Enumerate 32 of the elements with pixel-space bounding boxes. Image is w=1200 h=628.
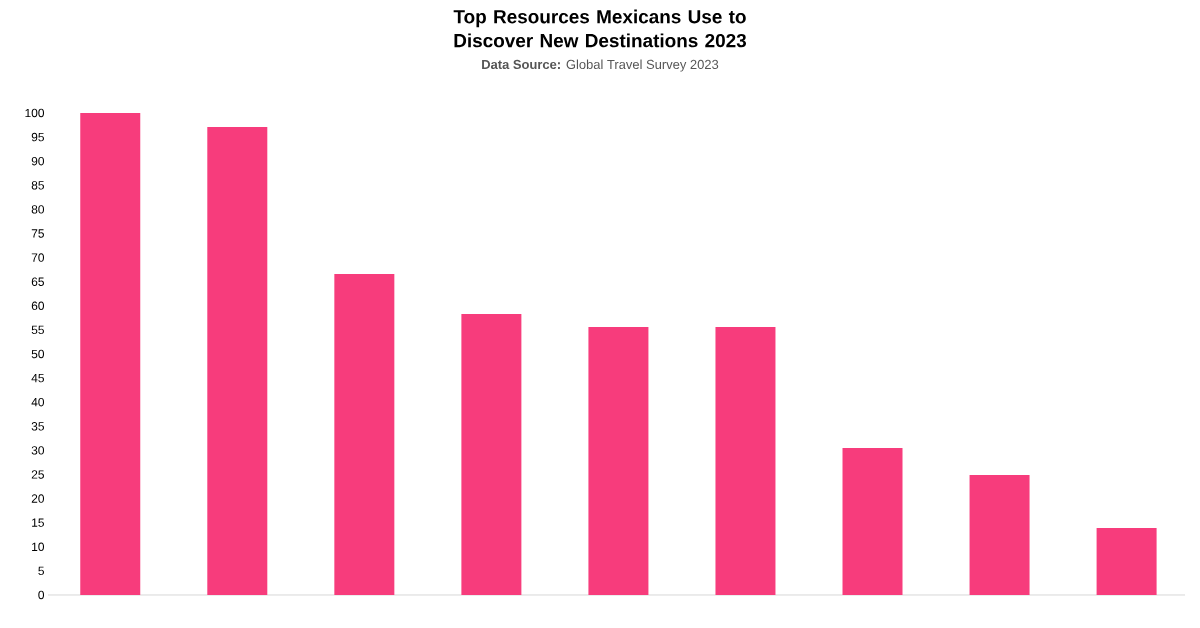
bar [461,313,522,595]
y-tick-label: 55 [31,325,44,335]
bar [969,474,1030,595]
y-tick-label: 100 [25,108,45,118]
y-tick-label: 85 [31,181,44,190]
bar [715,326,776,595]
y-tick-label: 0 [38,590,45,600]
y-tick-label: 25 [31,470,44,479]
y-tick-label: 10 [32,542,45,552]
y-tick-label: 30 [31,446,45,455]
y-tick-label: 60 [31,301,45,311]
y-tick-label: 45 [31,373,44,383]
y-tick-label: 15 [32,518,44,527]
bar [588,326,649,595]
y-tick-label: 65 [31,277,44,286]
y-tick-label: 80 [31,205,45,214]
bar [207,126,268,595]
bar [842,447,903,595]
y-tick-label: 50 [31,349,45,359]
y-tick-label: 5 [38,566,44,576]
bar [1096,527,1157,595]
chart-title: Top Resources Mexicans Use to Discover New Destinations 2023 [453,9,747,48]
y-tick-label: 95 [31,132,44,142]
bar [334,273,395,595]
chart-subtitle: Data Source: Global Travel Survey 2023 [482,59,719,72]
y-tick-label: 90 [31,156,45,166]
y-tick-label: 35 [31,422,44,431]
y-tick-label: 70 [31,253,45,262]
y-tick-label: 40 [31,397,45,407]
y-tick-label: 75 [31,229,44,238]
bar [80,112,141,595]
y-tick-label: 20 [31,494,45,503]
